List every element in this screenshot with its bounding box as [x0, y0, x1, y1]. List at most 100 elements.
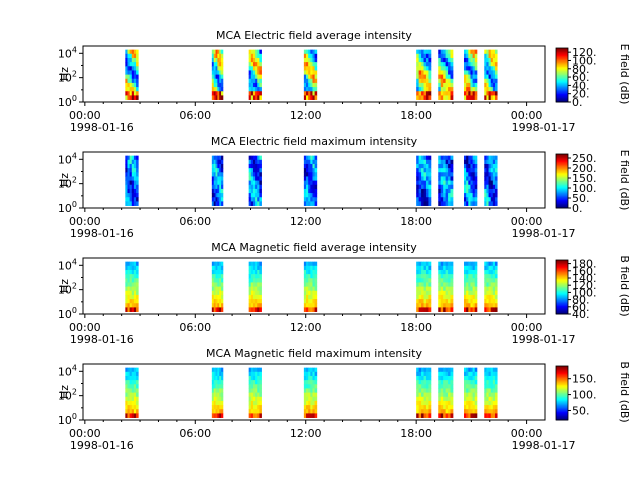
- data-cell: [127, 307, 131, 312]
- data-cell: [221, 371, 224, 377]
- data-cell: [259, 405, 262, 410]
- colorbar-swatch: [556, 176, 568, 179]
- data-cell: [488, 87, 492, 92]
- data-cell: [450, 78, 454, 84]
- data-cell: [484, 400, 487, 406]
- data-cell: [259, 413, 262, 418]
- data-cell: [438, 294, 442, 300]
- y-tick-label: 104: [58, 363, 77, 378]
- data-cell: [221, 413, 224, 418]
- x-tick-label: 06:00: [179, 215, 211, 228]
- data-cell: [468, 286, 471, 292]
- data-cell: [474, 155, 478, 161]
- colorbar-swatch: [556, 185, 568, 187]
- data-cell: [127, 176, 131, 182]
- data-cell: [308, 172, 311, 177]
- data-cell: [127, 413, 131, 418]
- data-cell: [443, 188, 446, 194]
- data-cell: [416, 392, 420, 398]
- colorbar-swatch: [556, 57, 568, 60]
- data-cell: [416, 274, 420, 279]
- data-cell: [308, 201, 311, 206]
- data-cell: [440, 274, 444, 279]
- data-cell: [440, 159, 444, 165]
- colorbar-frame: [555, 47, 569, 103]
- data-cell: [314, 392, 318, 398]
- data-cell: [314, 286, 318, 292]
- data-cell: [474, 261, 478, 267]
- data-cell: [468, 405, 471, 410]
- data-cell: [450, 413, 454, 418]
- data-cell: [470, 392, 473, 398]
- data-cell: [472, 380, 476, 385]
- colorbar-tick-label: 100.: [572, 389, 597, 402]
- data-cell: [450, 380, 454, 385]
- data-cell: [129, 180, 133, 186]
- data-cell: [314, 193, 318, 198]
- data-cell: [492, 400, 496, 406]
- data-cell: [215, 307, 218, 312]
- data-cell: [133, 188, 137, 194]
- data-cell: [310, 269, 313, 275]
- data-cell: [303, 307, 307, 312]
- data-cell: [423, 380, 427, 385]
- colorbar-label: E field (dB): [618, 44, 631, 105]
- data-cell: [416, 294, 420, 300]
- data-cell: [213, 388, 216, 394]
- data-cell: [219, 159, 222, 165]
- data-cell: [219, 95, 222, 100]
- data-cell: [215, 159, 218, 165]
- data-cell: [495, 159, 498, 165]
- chart-title: MCA Electric field average intensity: [216, 29, 412, 42]
- data-cell: [259, 384, 262, 389]
- data-cell: [474, 269, 478, 275]
- data-cell: [303, 172, 307, 177]
- data-cell: [440, 193, 444, 198]
- data-cell: [464, 188, 467, 194]
- data-cell: [213, 57, 216, 63]
- data-cell: [450, 66, 454, 71]
- x-tick-label: 18:00: [400, 109, 432, 122]
- data-cell: [474, 282, 478, 288]
- data-cell: [490, 91, 494, 96]
- data-cell: [438, 261, 442, 267]
- data-cell: [486, 371, 489, 377]
- data-cell: [211, 78, 215, 84]
- data-cell: [310, 57, 313, 63]
- data-cell: [259, 380, 262, 385]
- data-cell: [250, 303, 254, 308]
- data-cell: [486, 193, 489, 198]
- data-cell: [423, 74, 427, 80]
- data-cell: [252, 91, 256, 96]
- data-cell: [219, 294, 222, 300]
- data-cell: [418, 70, 422, 76]
- data-cell: [438, 286, 442, 292]
- data-cell: [443, 62, 446, 67]
- x-tick-date: 1998-01-17: [512, 121, 576, 134]
- colorbar-swatch: [556, 393, 568, 395]
- data-cell: [443, 375, 446, 381]
- data-cell: [127, 388, 131, 394]
- data-cell: [133, 367, 137, 373]
- data-cell: [423, 413, 427, 418]
- data-cell: [125, 87, 128, 92]
- data-cell: [484, 95, 487, 100]
- y-tick-label: 100: [58, 94, 77, 109]
- data-cell: [133, 184, 137, 190]
- data-cell: [303, 91, 307, 96]
- data-cell: [259, 197, 262, 202]
- data-cell: [421, 70, 424, 76]
- data-cell: [484, 371, 487, 377]
- colorbar-swatch: [556, 97, 568, 100]
- data-cell: [450, 405, 454, 410]
- data-cell: [490, 62, 494, 67]
- data-cell: [257, 392, 260, 398]
- x-tick-label: 12:00: [290, 321, 322, 334]
- data-cell: [125, 91, 128, 96]
- data-cell: [492, 265, 496, 271]
- data-cell: [129, 371, 133, 377]
- data-cell: [464, 62, 467, 67]
- data-cell: [440, 53, 444, 59]
- data-cell: [131, 286, 135, 292]
- data-cell: [443, 155, 446, 161]
